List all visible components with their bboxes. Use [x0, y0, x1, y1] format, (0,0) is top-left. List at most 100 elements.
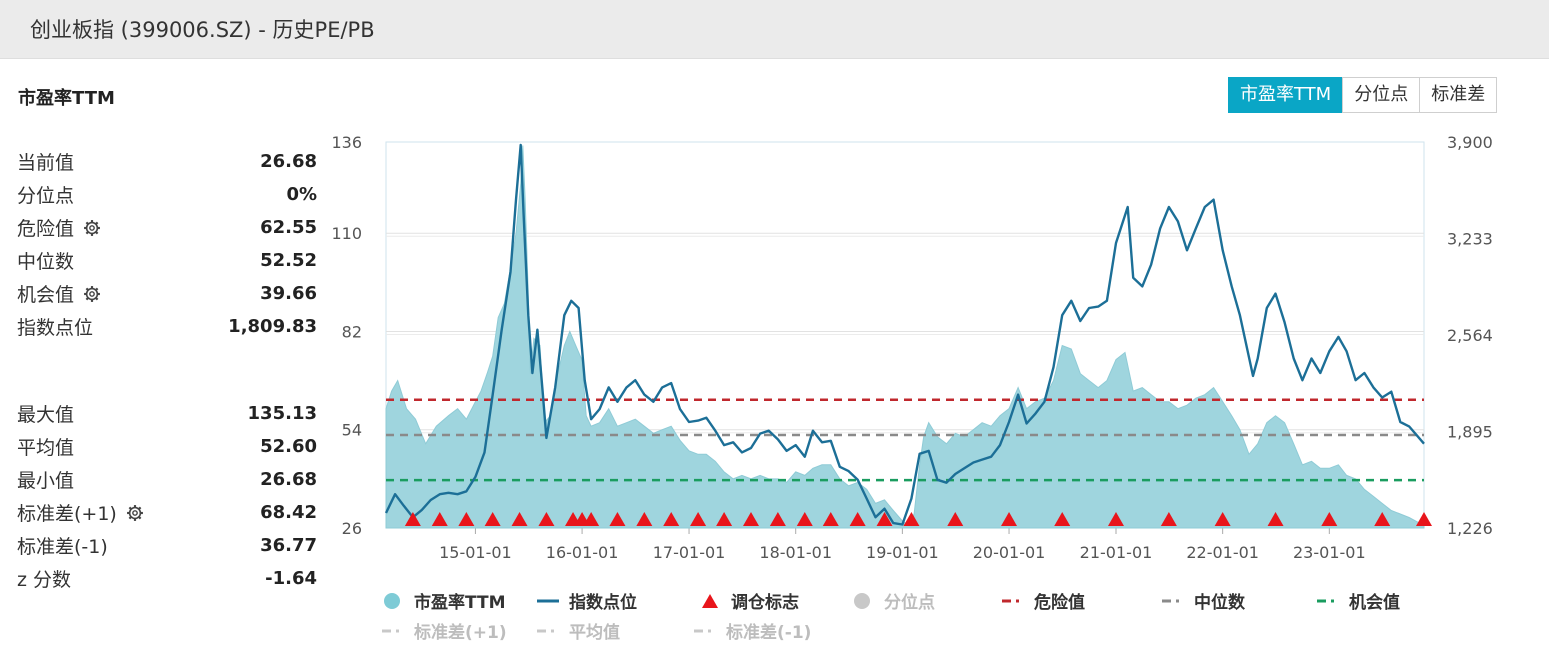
- stat-value: -1.64: [265, 568, 317, 589]
- stat-label-text: z 分数: [17, 569, 72, 591]
- stat-row: 标准差(+1) 68.42: [17, 496, 317, 529]
- rebalance-marker: [1160, 512, 1177, 526]
- stat-row: 最大值 135.13: [17, 397, 317, 430]
- tab-std-dev[interactable]: 标准差: [1419, 77, 1498, 113]
- stat-value: 26.68: [260, 469, 317, 490]
- x-tick-label: 23-01-01: [1293, 543, 1366, 562]
- stat-value: 52.52: [260, 250, 317, 271]
- legend-dash-icon: [1162, 599, 1179, 602]
- legend-item[interactable]: 危险值: [1002, 588, 1085, 613]
- stat-row: 平均值 52.60: [17, 430, 317, 463]
- metric-tabs: 市盈率TTM 分位点 标准差: [1228, 77, 1498, 113]
- legend-label: 标准差(+1): [414, 623, 507, 643]
- stat-label-text: 最大值: [17, 404, 75, 426]
- legend-dash-icon: [1317, 599, 1334, 602]
- rebalance-marker: [690, 512, 707, 526]
- stat-label-text: 危险值: [17, 218, 75, 240]
- legend-label: 中位数: [1194, 593, 1245, 613]
- rebalance-marker: [769, 512, 786, 526]
- stat-label: 平均值: [17, 433, 74, 460]
- gear-icon[interactable]: [83, 285, 101, 303]
- stat-value: 68.42: [260, 502, 317, 523]
- stat-label: 中位数: [17, 247, 74, 274]
- legend-item[interactable]: 标准差(+1): [382, 618, 507, 643]
- stat-row: 当前值 26.68: [17, 145, 317, 178]
- x-tick-label: 15-01-01: [439, 543, 512, 562]
- stats-historical: 最大值 135.13 平均值 52.60 最小值 26.68 标准差(+1) 68.42 标准差…: [17, 397, 317, 595]
- stat-label-text: 平均值: [17, 437, 75, 459]
- rebalance-marker: [716, 512, 733, 526]
- y-left-tick-label: 110: [331, 224, 362, 243]
- stat-value: 135.13: [247, 403, 317, 424]
- legend-item[interactable]: 指数点位: [537, 588, 637, 613]
- legend-item[interactable]: 市盈率TTM: [382, 588, 506, 613]
- legend-label: 指数点位: [569, 593, 637, 613]
- legend-dot-icon: [854, 592, 870, 609]
- stat-value: 52.60: [260, 436, 317, 457]
- stat-label-text: 分位点: [17, 185, 75, 207]
- legend-item[interactable]: 平均值: [537, 618, 620, 643]
- legend-label: 平均值: [569, 623, 620, 643]
- x-tick-label: 21-01-01: [1080, 543, 1153, 562]
- pe-history-chart: 26 54 82 110 136 1,226 1,895 2,564 3,233 3,900 15-…: [331, 133, 1493, 562]
- stat-row: 指数点位 1,809.83: [17, 310, 317, 343]
- stat-label: 指数点位: [17, 313, 93, 340]
- rebalance-marker: [876, 512, 893, 526]
- legend-label: 调仓标志: [731, 593, 799, 613]
- stat-row: 标准差(-1) 36.77: [17, 529, 317, 562]
- index-line: [384, 143, 1425, 526]
- gear-icon[interactable]: [83, 219, 101, 237]
- rebalance-marker: [538, 512, 555, 526]
- rebalance-marker: [1416, 512, 1432, 526]
- stat-row: z 分数 -1.64: [17, 562, 317, 595]
- rebalance-marker: [484, 512, 501, 526]
- x-tick-label: 20-01-01: [973, 543, 1046, 562]
- stat-label-text: 中位数: [17, 251, 75, 273]
- rebalance-marker: [1054, 512, 1071, 526]
- rebalance-marker: [742, 512, 759, 526]
- rebalance-marker: [636, 512, 653, 526]
- legend-item[interactable]: 分位点: [852, 588, 935, 613]
- y-left-tick-label: 82: [342, 322, 362, 341]
- y-right-tick-label: 3,233: [1447, 229, 1493, 248]
- stat-label: 标准差(-1): [17, 532, 108, 559]
- gear-icon[interactable]: [126, 504, 144, 522]
- legend-label: 市盈率TTM: [414, 593, 506, 613]
- legend-item[interactable]: 中位数: [1162, 588, 1245, 613]
- stat-label: 分位点: [17, 181, 74, 208]
- rebalance-marker: [903, 512, 920, 526]
- stats-current: 当前值 26.68 分位点 0% 危险值 62.55 中位数 52.52 机会值 39.66 指数点…: [17, 145, 317, 343]
- stat-label-text: 标准差(-1): [17, 536, 108, 558]
- rebalance-marker: [1267, 512, 1284, 526]
- stat-row: 分位点 0%: [17, 178, 317, 211]
- legend-line-icon: [537, 599, 559, 602]
- stat-value: 0%: [286, 184, 317, 205]
- rebalance-marker: [822, 512, 839, 526]
- x-tick-label: 17-01-01: [653, 543, 726, 562]
- stat-row: 中位数 52.52: [17, 244, 317, 277]
- legend-label: 机会值: [1349, 593, 1400, 613]
- legend-item[interactable]: 标准差(-1): [694, 618, 811, 643]
- y-left-tick-label: 26: [342, 519, 362, 538]
- stat-label-text: 机会值: [17, 284, 75, 306]
- rebalance-marker: [849, 512, 866, 526]
- rebalance-marker: [663, 512, 680, 526]
- tab-pe-ttm[interactable]: 市盈率TTM: [1228, 77, 1344, 113]
- legend-dash-icon: [1002, 599, 1019, 602]
- stat-row: 最小值 26.68: [17, 463, 317, 496]
- page-title: 创业板指 (399006.SZ) - 历史PE/PB: [30, 18, 375, 42]
- stat-label: 当前值: [17, 148, 74, 175]
- rebalance-marker: [458, 512, 475, 526]
- stat-label: 最小值: [17, 466, 74, 493]
- legend-item[interactable]: 调仓标志: [699, 588, 799, 613]
- tab-percentile[interactable]: 分位点: [1342, 77, 1421, 113]
- y-left-tick-label: 136: [331, 133, 362, 152]
- stat-value: 36.77: [260, 535, 317, 556]
- rebalance-marker: [404, 512, 421, 526]
- stat-label-text: 当前值: [17, 152, 75, 174]
- y-right-tick-label: 1,226: [1447, 519, 1493, 538]
- stat-value: 26.68: [260, 151, 317, 172]
- legend-item[interactable]: 机会值: [1317, 588, 1400, 613]
- y-right-tick-label: 3,900: [1447, 133, 1493, 152]
- rebalance-marker: [796, 512, 813, 526]
